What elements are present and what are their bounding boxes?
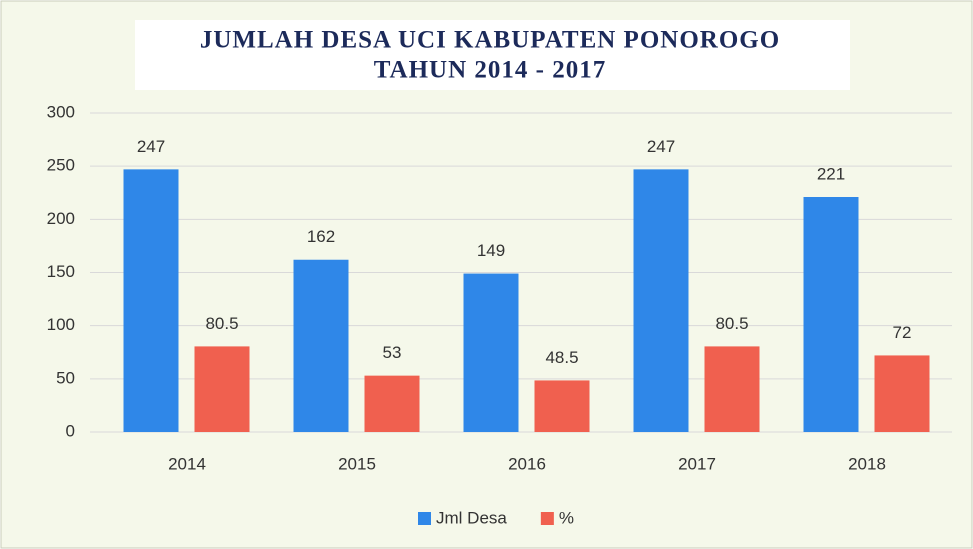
bar <box>803 197 859 432</box>
value-label: 221 <box>817 164 845 183</box>
bar <box>364 375 420 432</box>
value-label: 72 <box>893 323 912 342</box>
chart-subtitle: TAHUN 2014 - 2017 <box>374 57 607 84</box>
x-tick-label: 2015 <box>338 454 376 473</box>
value-label: 162 <box>307 227 335 246</box>
y-tick-label: 300 <box>47 102 75 121</box>
bar <box>463 273 519 432</box>
legend-label: % <box>559 508 574 527</box>
value-label: 80.5 <box>715 314 748 333</box>
x-tick-label: 2014 <box>168 454 206 473</box>
value-label: 80.5 <box>205 314 238 333</box>
x-tick-label: 2016 <box>508 454 546 473</box>
x-tick-label: 2017 <box>678 454 716 473</box>
bar <box>633 169 689 432</box>
value-label: 247 <box>137 137 165 156</box>
bar <box>874 355 930 432</box>
y-tick-label: 100 <box>47 315 75 334</box>
y-tick-label: 0 <box>66 421 75 440</box>
value-label: 48.5 <box>545 348 578 367</box>
bar <box>704 346 760 432</box>
bar <box>123 169 179 432</box>
legend-swatch <box>540 512 554 525</box>
title-box <box>135 20 850 90</box>
bar <box>293 259 349 432</box>
value-label: 247 <box>647 137 675 156</box>
bar <box>534 380 590 432</box>
value-label: 53 <box>383 343 402 362</box>
value-label: 149 <box>477 241 505 260</box>
y-tick-label: 250 <box>47 156 75 175</box>
x-tick-label: 2018 <box>848 454 886 473</box>
bar <box>194 346 250 432</box>
legend-swatch <box>418 512 431 525</box>
y-tick-label: 200 <box>47 209 75 228</box>
legend-label: Jml Desa <box>436 508 507 527</box>
chart-title: JUMLAH DESA UCI KABUPATEN PONOROGO <box>200 27 780 54</box>
y-tick-label: 150 <box>47 262 75 281</box>
y-tick-label: 50 <box>56 368 75 387</box>
